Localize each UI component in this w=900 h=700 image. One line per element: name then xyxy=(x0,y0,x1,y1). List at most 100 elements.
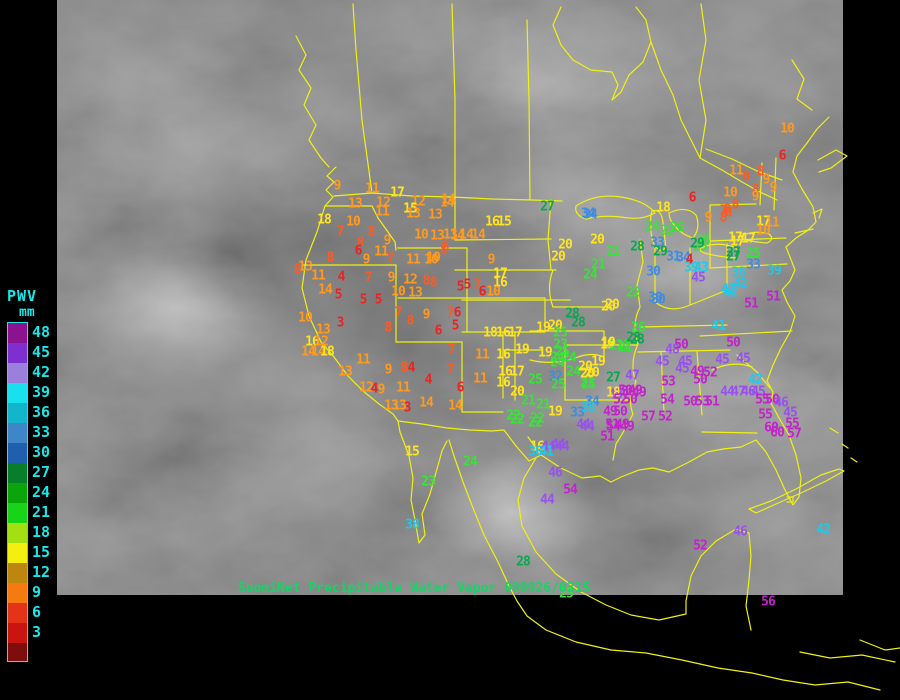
station-pwv-value: 13 xyxy=(392,398,407,414)
station-pwv-value: 44 xyxy=(540,492,555,508)
station-pwv-value: 14 xyxy=(318,282,333,298)
station-pwv-value: 18 xyxy=(317,212,332,228)
station-pwv-value: 49 xyxy=(632,385,647,401)
station-pwv-value: 14 xyxy=(440,195,455,211)
station-pwv-value: 25 xyxy=(746,246,761,262)
station-pwv-value: 47 xyxy=(625,368,640,384)
station-pwv-value: 9 xyxy=(383,233,392,249)
station-pwv-value: 42 xyxy=(721,282,736,298)
legend-segment xyxy=(8,483,27,503)
station-pwv-value: 20 xyxy=(590,232,605,248)
station-pwv-value: 45 xyxy=(751,384,766,400)
station-pwv-value: 9 xyxy=(362,252,371,268)
station-pwv-value: 50 xyxy=(621,384,636,400)
station-pwv-value: 24 xyxy=(550,355,565,371)
station-pwv-value: 46 xyxy=(548,465,563,481)
station-pwv-value: 60 xyxy=(764,420,779,436)
legend-tick-label: 18 xyxy=(32,523,51,541)
station-pwv-value: 24 xyxy=(562,350,577,366)
station-pwv-value: 7 xyxy=(336,224,345,240)
station-pwv-value: 13 xyxy=(338,364,353,380)
station-pwv-value: 42 xyxy=(748,372,763,388)
caption-timestamp: 090926/0315 xyxy=(504,581,591,596)
station-pwv-value: 25 xyxy=(553,325,568,341)
station-pwv-value: 14 xyxy=(311,344,326,360)
station-pwv-value: 4 xyxy=(370,381,379,397)
station-pwv-value: 9 xyxy=(751,189,760,205)
station-pwv-value: 25 xyxy=(528,372,543,388)
station-pwv-value: 11 xyxy=(311,268,326,284)
station-pwv-value: 8 xyxy=(439,242,448,258)
station-pwv-value: 23 xyxy=(553,337,568,353)
station-pwv-value: 12 xyxy=(376,195,391,211)
station-pwv-value: 17 xyxy=(508,325,523,341)
station-pwv-value: 9 xyxy=(422,307,431,323)
coastline-caribbean xyxy=(517,427,900,691)
station-pwv-value: 7 xyxy=(364,270,373,286)
station-pwv-value: 13 xyxy=(408,285,423,301)
station-pwv-value: 46 xyxy=(741,384,756,400)
station-pwv-value: 10 xyxy=(298,310,313,326)
station-pwv-value: 8 xyxy=(422,273,431,289)
legend-tick-label: 45 xyxy=(32,343,51,361)
station-pwv-value: 8 xyxy=(367,224,376,240)
station-pwv-value: 6 xyxy=(434,323,443,339)
station-pwv-value: 11 xyxy=(374,244,389,260)
station-pwv-value: 12 xyxy=(411,194,426,210)
station-pwv-value: 49 xyxy=(603,404,618,420)
station-pwv-value: 49 xyxy=(620,419,635,435)
station-pwv-value: 45 xyxy=(736,351,751,367)
station-pwv-value: 5 xyxy=(374,292,383,308)
station-pwv-value: 7 xyxy=(446,362,455,378)
station-pwv-value: 45 xyxy=(655,354,670,370)
legend-tick-label: 33 xyxy=(32,423,51,441)
station-pwv-value: 19 xyxy=(600,337,615,353)
station-pwv-value: 22 xyxy=(506,408,521,424)
station-pwv-value: 49 xyxy=(628,383,643,399)
legend-segment xyxy=(8,623,27,643)
legend-segment xyxy=(8,463,27,483)
station-pwv-value: 3 xyxy=(336,315,345,331)
station-pwv-value: 50 xyxy=(613,404,628,420)
legend-segment xyxy=(8,643,27,661)
station-pwv-value: 20 xyxy=(551,249,566,265)
station-pwv-value: 41 xyxy=(711,318,726,334)
station-pwv-value: 19 xyxy=(515,342,530,358)
station-pwv-value: 28 xyxy=(565,306,580,322)
legend-segment xyxy=(8,403,27,423)
station-pwv-value: 51 xyxy=(600,429,615,445)
legend-segment xyxy=(8,343,27,363)
legend-tick-label: 39 xyxy=(32,383,51,401)
station-pwv-value: 10 xyxy=(391,284,406,300)
station-pwv-value: 5 xyxy=(359,292,368,308)
station-pwv-value: 25 xyxy=(559,586,574,602)
station-pwv-value: 20 xyxy=(558,237,573,253)
station-pwv-value: 34 xyxy=(676,250,691,266)
legend-segment xyxy=(8,563,27,583)
legend-tick-label: 6 xyxy=(32,603,42,621)
station-pwv-value: 14 xyxy=(301,344,316,360)
legend-tick-label: 48 xyxy=(32,323,51,341)
station-pwv-value: 6 xyxy=(688,190,697,206)
station-pwv-value: 9 xyxy=(762,172,771,188)
station-pwv-value: 57 xyxy=(641,409,656,425)
station-pwv-value: 26 xyxy=(670,220,685,236)
station-pwv-value: 25 xyxy=(551,377,566,393)
station-pwv-value: 55 xyxy=(758,407,773,423)
station-pwv-value: 12 xyxy=(403,272,418,288)
station-pwv-value: 20 xyxy=(601,299,616,315)
station-pwv-value: 10 xyxy=(756,223,771,239)
station-pwv-value: 20 xyxy=(510,384,525,400)
station-pwv-value: 10 xyxy=(346,214,361,230)
station-pwv-value: 41 xyxy=(539,444,554,460)
station-pwv-value: 20 xyxy=(578,359,593,375)
station-pwv-value: 28 xyxy=(630,332,645,348)
station-pwv-value: 14 xyxy=(450,228,465,244)
map-caption: SuomiNet Precipitable Water Vapor 090926… xyxy=(238,581,590,596)
station-pwv-value: 8 xyxy=(441,239,450,255)
station-pwv-value: 23 xyxy=(421,474,436,490)
station-pwv-value: 44 xyxy=(551,437,566,453)
station-pwv-value: 30 xyxy=(648,290,663,306)
station-pwv-value: 52 xyxy=(613,392,628,408)
